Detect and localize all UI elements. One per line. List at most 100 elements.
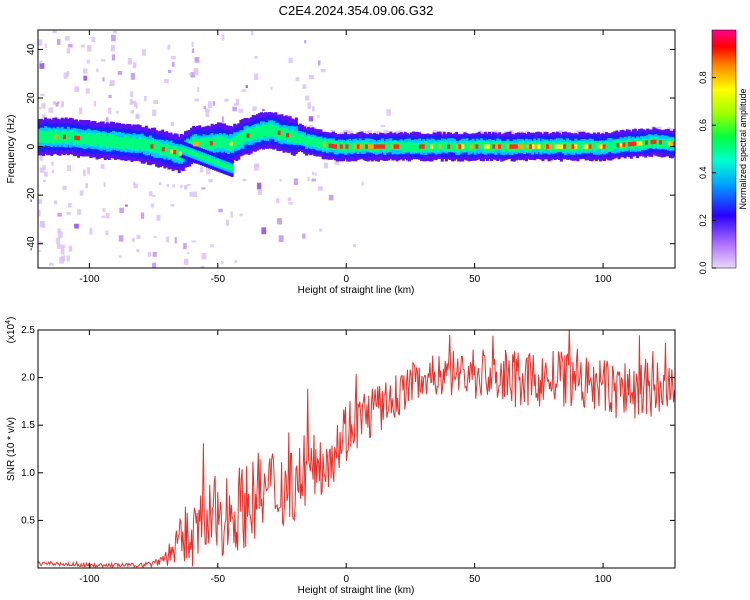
noise-cell — [295, 77, 300, 82]
branch-cell — [210, 158, 214, 164]
ridge-core — [331, 143, 335, 149]
noise-cell — [352, 244, 356, 248]
ridge-core — [495, 144, 499, 149]
spectrogram-xlabel: Height of straight line (km) — [298, 285, 415, 296]
noise-cell — [189, 192, 193, 197]
ridge-cell — [590, 141, 594, 150]
branch-cell — [220, 162, 224, 167]
noise-cell — [119, 207, 124, 214]
noise-cell — [38, 250, 42, 253]
ridge-cell — [594, 141, 598, 151]
noise-cell — [314, 172, 317, 176]
ridge-core — [77, 135, 81, 141]
noise-cell — [166, 183, 170, 188]
ridge-core — [370, 144, 374, 149]
snr-series-line — [38, 330, 675, 568]
noise-cell — [208, 101, 212, 109]
ridge-cell — [648, 138, 652, 148]
noise-cell — [210, 244, 214, 248]
colorbar-ticks: 0.0 0.2 0.4 0.6 0.8 — [698, 71, 716, 274]
noise-cell — [311, 171, 315, 176]
noise-cell — [151, 194, 156, 197]
ridge-core — [667, 141, 671, 146]
branch-cell — [191, 151, 195, 157]
noise-cell — [74, 86, 80, 93]
ridge-core — [161, 146, 165, 152]
ridge-core — [673, 141, 675, 147]
noise-cell — [39, 62, 45, 69]
ridge-core — [492, 144, 496, 149]
noise-cell — [328, 194, 334, 201]
ridge-cell — [578, 140, 582, 150]
noise-cell — [38, 39, 43, 46]
noise-cell — [132, 238, 135, 243]
colorbar-gradient — [711, 29, 737, 269]
noise-cell — [317, 60, 321, 66]
ridge-cell — [440, 141, 444, 151]
noise-cell — [108, 94, 112, 98]
ridge-cell — [539, 143, 543, 153]
noise-cell — [102, 77, 105, 82]
noise-cell — [42, 165, 46, 170]
noise-cell — [192, 191, 198, 198]
ridge-cell — [68, 130, 72, 143]
noise-cell — [57, 212, 62, 217]
noise-cell — [87, 45, 92, 52]
noise-cell — [93, 101, 97, 107]
ridge-cell — [167, 145, 171, 158]
ridge-cell — [309, 136, 313, 146]
ridge-cell — [38, 130, 41, 143]
noise-cell — [56, 237, 61, 245]
branch-cell — [203, 155, 207, 161]
spectrogram-panel: -100 -50 0 50 100 -40 -20 0 20 40 Height of strai… — [6, 29, 676, 296]
noise-cell — [79, 190, 84, 196]
ridge-cell — [662, 138, 666, 148]
ridge-core — [563, 144, 567, 149]
noise-cell — [361, 181, 364, 186]
ridge-cell — [202, 138, 206, 151]
ridge-cell — [70, 130, 74, 143]
noise-cell — [183, 185, 188, 190]
ridge-cell — [274, 125, 278, 138]
noise-cell — [224, 98, 229, 102]
branch-cell — [197, 153, 201, 159]
noise-cell — [96, 68, 99, 73]
noise-cell — [183, 243, 187, 250]
ridge-core — [322, 142, 326, 147]
noise-cell — [206, 167, 211, 175]
snr-frame — [37, 329, 676, 569]
ridge-cell — [264, 124, 268, 137]
ridge-cell — [611, 141, 615, 151]
ridge-cell — [403, 143, 407, 153]
ridge-cell — [134, 138, 138, 151]
ridge-cell — [298, 135, 302, 145]
ridge-cell — [387, 143, 391, 153]
noise-cell — [183, 258, 189, 266]
noise-cell — [49, 262, 54, 266]
ridge-cell — [411, 143, 415, 152]
noise-cell — [167, 44, 171, 50]
ridge-core — [537, 144, 541, 149]
noise-cell — [170, 55, 176, 60]
ridge-core — [458, 144, 462, 149]
ridge-cell — [138, 136, 142, 149]
x-tick-label: 100 — [595, 574, 612, 585]
ridge-cell — [288, 130, 292, 143]
noise-cell — [191, 48, 195, 54]
branch-cell — [187, 149, 191, 155]
ridge-core — [650, 139, 654, 145]
noise-cell — [48, 107, 54, 113]
ridge-core — [531, 144, 535, 149]
ridge-core — [588, 144, 592, 149]
noise-cell — [233, 103, 239, 106]
ridge-cell — [114, 136, 118, 149]
noise-cell — [194, 57, 200, 63]
ridge-cell — [220, 136, 224, 148]
noise-cell — [170, 204, 175, 207]
ridge-cell — [453, 142, 457, 151]
ridge-core — [455, 144, 459, 149]
noise-cell — [293, 178, 298, 185]
noise-cell — [153, 235, 157, 238]
ridge-core — [630, 141, 634, 147]
ridge-cell — [303, 136, 307, 146]
